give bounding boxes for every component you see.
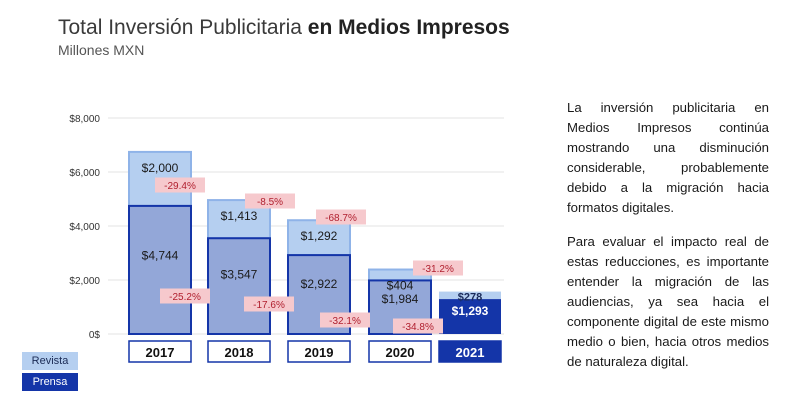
change-badge-prensa-bg: [160, 288, 210, 304]
y-tick-label: $6,000: [69, 168, 100, 179]
bar-revista-2021: [439, 291, 501, 300]
category-box-2018: [207, 340, 271, 363]
legend-revista: Revista: [22, 352, 78, 370]
change-badge-revista-bg: [155, 177, 205, 193]
value-label-prensa: $4,744: [142, 249, 179, 263]
category-box-2021: [438, 340, 502, 363]
bar-prensa-2018: [207, 237, 271, 335]
bar-prensa-2017: [128, 204, 192, 335]
value-label-prensa: $2,922: [301, 277, 338, 291]
x-tick-label: 2021: [456, 345, 485, 360]
change-badge-prensa: -25.2%: [169, 292, 201, 303]
change-badge-revista-bg: [245, 193, 295, 209]
change-badge-prensa-bg: [320, 312, 370, 328]
change-badge-revista-bg: [316, 209, 366, 225]
change-badge-revista: -31.2%: [422, 264, 454, 275]
change-badge-revista-bg: [413, 260, 463, 276]
chart-title-light: Total Inversión Publicitaria: [58, 16, 308, 39]
category-box-2020: [368, 340, 432, 363]
value-label-revista: $278: [458, 292, 482, 304]
chart-subtitle: Millones MXN: [58, 42, 145, 58]
x-tick-label: 2020: [386, 345, 415, 360]
value-label-prensa: $3,547: [221, 267, 258, 281]
value-label-revista: $1,413: [221, 209, 258, 223]
category-box-2017: [128, 340, 192, 363]
chart-title: Total Inversión Publicitaria en Medios I…: [58, 16, 510, 40]
y-tick-label: $8,000: [69, 114, 100, 125]
change-badge-revista: -8.5%: [257, 197, 283, 208]
change-badge-prensa-bg: [393, 318, 443, 334]
x-tick-label: 2018: [225, 345, 254, 360]
y-tick-label: 0$: [89, 330, 101, 341]
value-label-revista: $404: [387, 279, 414, 293]
change-badge-prensa: -34.8%: [402, 322, 434, 333]
chart-title-bold: en Medios Impresos: [307, 16, 510, 39]
y-tick-label: $4,000: [69, 222, 100, 233]
change-badge-revista: -29.4%: [164, 181, 196, 192]
change-badge-prensa: -32.1%: [329, 316, 361, 327]
change-badge-prensa-bg: [244, 296, 294, 312]
x-tick-label: 2017: [146, 345, 175, 360]
value-label-prensa: $1,293: [452, 304, 489, 318]
bar-prensa-2021: [439, 299, 501, 334]
legend-prensa: Prensa: [22, 373, 78, 391]
x-tick-label: 2019: [305, 345, 334, 360]
y-tick-label: $2,000: [69, 276, 100, 287]
value-label-revista: $1,292: [301, 229, 338, 243]
description-paragraph-2: Para evaluar el impacto real de estas re…: [567, 234, 769, 369]
value-label-prensa: $1,984: [382, 292, 419, 306]
description-paragraph-1: La inversión publicitaria en Medios Impr…: [567, 100, 769, 215]
stacked-bar-chart: 0$ $2,000 $4,000 $6,000 $8,000 $2,000 $4,744 20…: [69, 114, 504, 363]
category-box-2019: [287, 340, 351, 363]
value-label-revista: $2,000: [142, 161, 179, 175]
change-badge-revista: -68.7%: [325, 213, 357, 224]
bar-prensa-2019: [287, 254, 351, 335]
change-badge-prensa: -17.6%: [253, 300, 285, 311]
